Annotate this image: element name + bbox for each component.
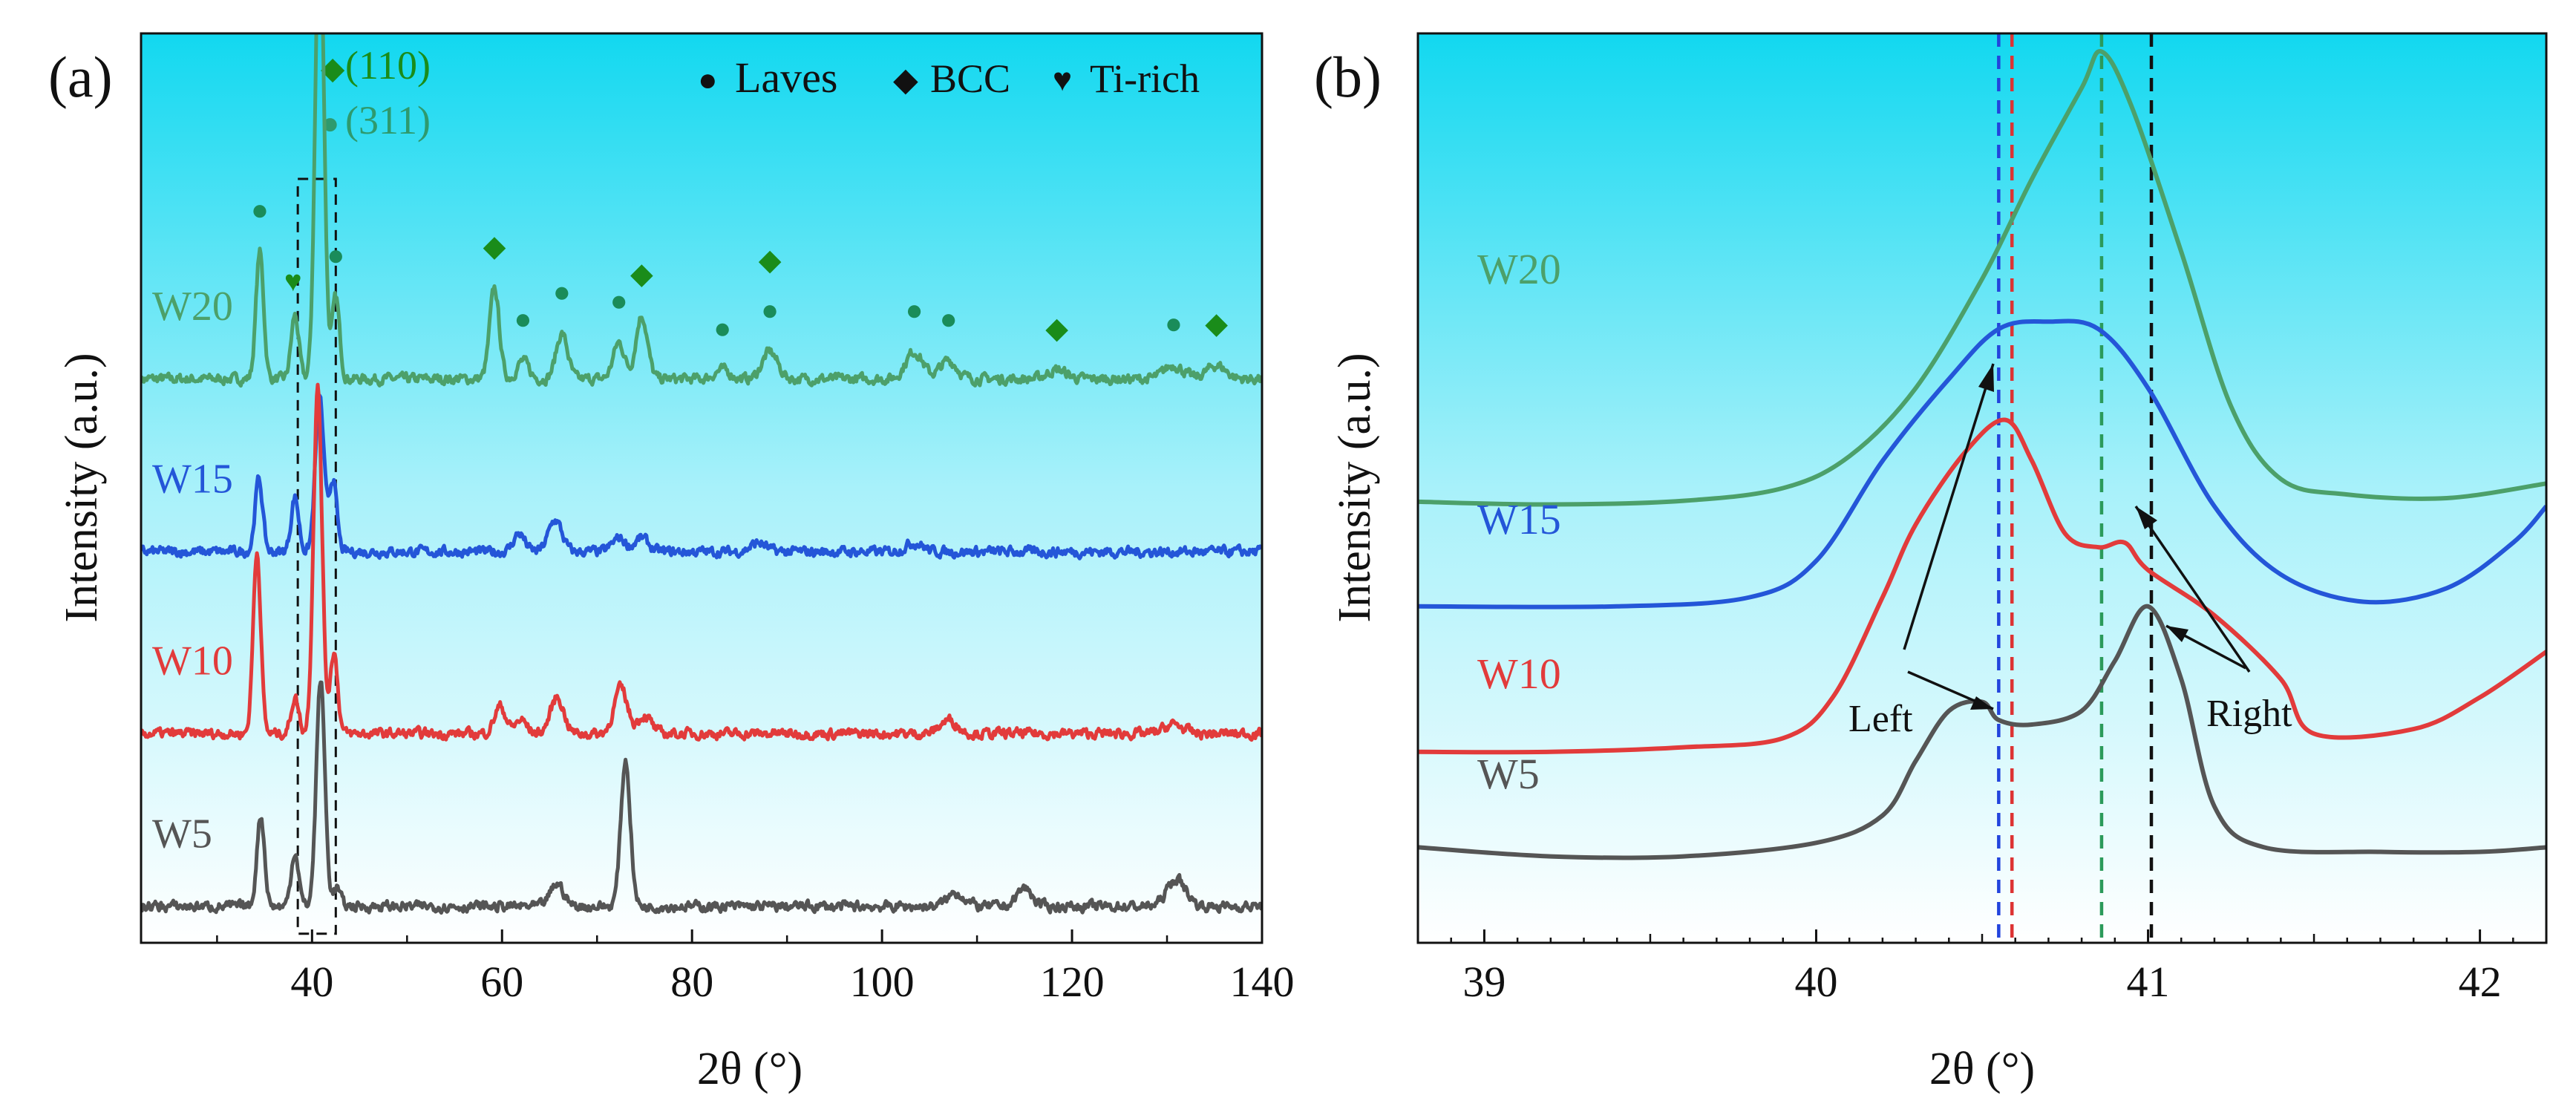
panel-a-axes-frame (140, 32, 1264, 944)
panel-a-plot-background (141, 33, 1262, 943)
series-label-w5: W5 (1477, 750, 1540, 798)
phase-marker: ◆ (630, 257, 653, 290)
panel-a-x-axis-label: 2θ (°) (697, 1044, 802, 1094)
left-arrow-up-head (1978, 364, 1994, 392)
panel-a-x-ticks: 40 60 80 100 120 140 (216, 929, 1295, 1006)
annotation-110-label: (110) (345, 43, 431, 88)
panel-a-phase-markers: ●♥● ◆●● ●◆●●◆● ● ◆ ● ◆ (251, 193, 1228, 344)
panel-b-y-axis-label: Intensity (a.u.) (1330, 353, 1380, 622)
x-tick-label: 120 (1040, 958, 1105, 1006)
panel-b-plot-background (1418, 33, 2546, 943)
panel-b-reference-lines (1997, 33, 2154, 943)
right-arrow-left-head (2166, 626, 2188, 642)
series-label-w10: W10 (152, 638, 233, 684)
panel-b-x-axis-label: 2θ (°) (1929, 1044, 2035, 1094)
panel-b-x-ticks: 39 40 41 42 (1450, 929, 2514, 1006)
right-arrow-up (2134, 506, 2251, 673)
series-label-w5: W5 (152, 811, 212, 857)
annotation-left: Left (1848, 698, 1913, 740)
annotation-right: Right (2206, 693, 2292, 735)
series-label-w20: W20 (152, 284, 233, 330)
phase-marker: ● (940, 302, 958, 336)
annotation-311-label: (311) (345, 98, 431, 143)
series-line-w15 (141, 393, 1262, 560)
phase-marker: ● (713, 311, 731, 344)
phase-marker: ◆ (1205, 307, 1228, 340)
panel-a: (a) Intensity (a.u.) 2θ (°) ● Laves ◆ BC… (48, 32, 1295, 1094)
x-tick-label: 80 (670, 958, 713, 1006)
panel-a-y-axis-label: Intensity (a.u.) (56, 353, 107, 622)
x-tick-label: 41 (2127, 958, 2170, 1006)
phase-marker: ◆ (759, 243, 782, 277)
x-tick-label: 60 (480, 958, 523, 1006)
phase-marker: ● (1165, 307, 1183, 340)
legend-laves-label: Laves (735, 53, 838, 102)
legend-bcc-symbol: ◆ (893, 62, 918, 98)
legend-bcc-label: BCC (930, 56, 1010, 101)
phase-marker: ◆ (483, 229, 506, 263)
left-arrow-right-head (1970, 696, 1993, 710)
x-tick-label: 100 (850, 958, 915, 1006)
series-label-w15: W15 (1477, 495, 1561, 543)
series-line-w15 (1418, 318, 2546, 609)
x-tick-label: 40 (290, 958, 333, 1006)
phase-marker: ● (251, 193, 269, 226)
panel-b-series-labels: W20 W15 W10 W5 (1477, 245, 1561, 798)
series-line-w20 (1418, 49, 2546, 507)
panel-a-legend: ● Laves ◆ BCC ♥ Ti-rich (698, 53, 1200, 102)
series-label-w15: W15 (152, 457, 233, 503)
series-line-w10 (141, 382, 1262, 742)
phase-marker: ● (553, 275, 571, 308)
panel-a-series (141, 33, 1262, 915)
phase-marker: ● (761, 293, 779, 327)
right-arrow-up-head (2136, 506, 2157, 529)
phase-marker: ◆ (1045, 311, 1068, 344)
phase-marker: ● (514, 302, 532, 336)
x-tick-label: 140 (1230, 958, 1295, 1006)
legend-ti-rich-symbol: ♥ (1053, 62, 1072, 98)
panel-b-series (1418, 49, 2546, 860)
panel-a-series-labels: W20 W15 W10 W5 (152, 284, 233, 857)
left-arrow-up (1903, 363, 1995, 650)
phase-marker: ● (610, 284, 628, 318)
peak-dashed-box-rect (296, 177, 337, 935)
panel-b: (b) Intensity (a.u.) 2θ (°) W20W15W10W5 … (1314, 32, 2548, 1094)
panel-a-peak-annotations: ◆ (110) ● (311) (321, 43, 431, 143)
phase-marker: ● (327, 238, 344, 272)
x-tick-label: 39 (1462, 958, 1506, 1006)
series-label-w10: W10 (1477, 650, 1561, 698)
legend-laves-symbol: ● (698, 62, 718, 98)
panel-a-label: (a) (48, 45, 113, 109)
panel-b-label: (b) (1314, 45, 1382, 109)
series-line-w10 (1418, 417, 2546, 755)
phase-marker: ♥ (284, 264, 302, 298)
series-line-w20 (141, 33, 1262, 388)
x-tick-label: 42 (2459, 958, 2502, 1006)
x-tick-label: 40 (1794, 958, 1837, 1006)
series-label-w20: W20 (1477, 245, 1561, 293)
panel-b-arrow-annotations (1903, 363, 2251, 710)
legend-ti-rich-label: Ti-rich (1090, 56, 1200, 101)
phase-marker: ● (906, 293, 923, 327)
peak-dashed-box (296, 177, 337, 935)
series-line-w5 (141, 680, 1262, 915)
series-line-w5 (1418, 604, 2546, 860)
